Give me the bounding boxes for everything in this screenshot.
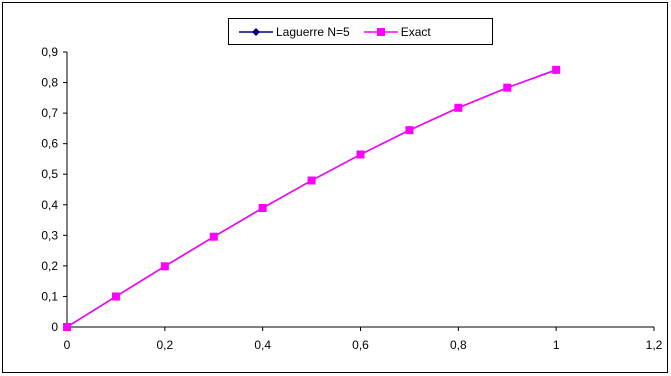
- y-tick-label: 0,8: [41, 76, 58, 90]
- y-tick-label: 0,7: [41, 106, 58, 120]
- data-point: [160, 262, 169, 271]
- x-tick-label: 0,2: [156, 338, 173, 352]
- legend-label-exact: Exact: [400, 24, 431, 39]
- x-tick-label: 1: [553, 338, 560, 352]
- tick-labels: 0 0,1 0,2 0,3 0,4 0,5 0,6 0,7 0,8 0,9 0 0,2 0,4 0,6 0,…: [41, 45, 662, 352]
- series-laguerre: [63, 65, 561, 331]
- data-point: [307, 176, 316, 185]
- x-tick-label: 0: [64, 338, 71, 352]
- y-tick-label: 0,9: [41, 45, 58, 59]
- data-point: [63, 323, 71, 331]
- x-tick-label: 1,2: [646, 338, 663, 352]
- data-point: [454, 103, 463, 112]
- data-point: [552, 65, 561, 74]
- chart-frame: [2, 2, 668, 373]
- series-line: [66, 69, 557, 328]
- data-point: [503, 83, 512, 92]
- x-tick-label: 0,4: [254, 338, 271, 352]
- series-exact: [63, 65, 561, 331]
- y-tick-label: 0: [51, 320, 58, 334]
- y-tick-label: 0,4: [41, 198, 58, 212]
- data-point: [111, 292, 120, 301]
- axes: [63, 51, 655, 331]
- x-tick-label: 0,6: [352, 338, 369, 352]
- legend: Laguerre N=5 Exact: [228, 18, 493, 45]
- y-tick-label: 0,3: [41, 228, 58, 242]
- legend-entry-exact: Exact: [363, 24, 431, 39]
- y-tick-label: 0,2: [41, 259, 58, 273]
- y-tick-label: 0,1: [41, 289, 58, 303]
- series-group: [63, 65, 561, 331]
- x-tick-label: 0,8: [450, 338, 467, 352]
- data-point: [356, 150, 365, 159]
- y-tick-label: 0,5: [41, 167, 58, 181]
- legend-label-laguerre: Laguerre N=5: [276, 24, 350, 39]
- data-point: [258, 204, 267, 213]
- legend-swatch-laguerre: [239, 27, 273, 36]
- series-line: [66, 69, 557, 328]
- data-point: [209, 232, 218, 241]
- y-tick-label: 0,6: [41, 137, 58, 151]
- legend-swatch-exact: [363, 27, 398, 36]
- legend-entry-laguerre: Laguerre N=5: [239, 25, 350, 39]
- data-point: [405, 126, 414, 135]
